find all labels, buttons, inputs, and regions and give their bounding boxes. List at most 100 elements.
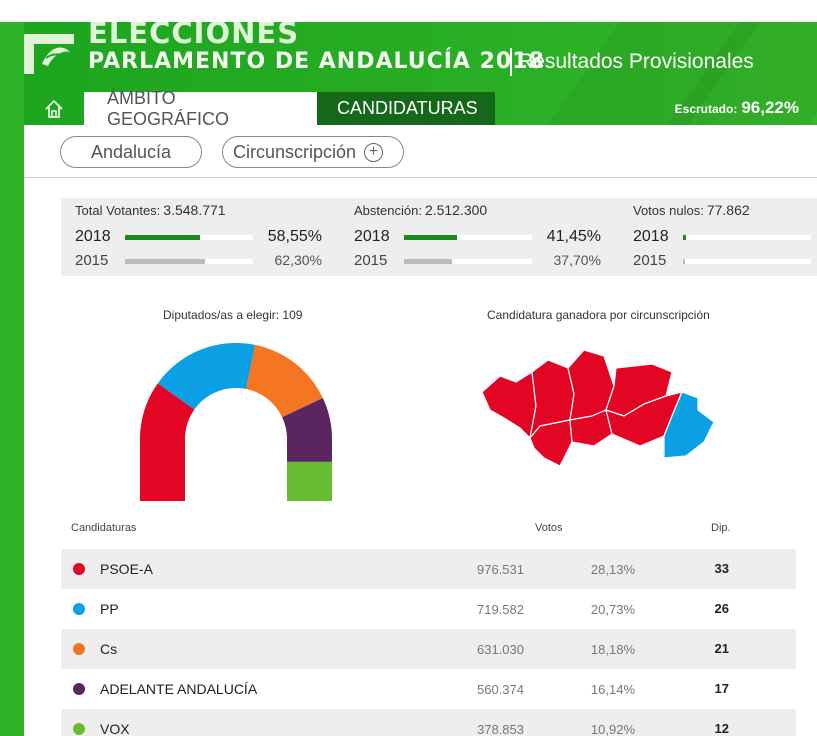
header-title-line2: PARLAMENTO DE ANDALUCÍA 2018	[88, 49, 545, 74]
table-row[interactable]: PSOE-A 976.531 28,13% 33	[61, 549, 796, 589]
map-title: Candidatura ganadora por circunscripción	[487, 308, 710, 322]
party-votes: 560.374	[477, 682, 524, 697]
stat-abstencion: Abstención: 2.512.300 2018 41,45% 2015 37…	[340, 198, 619, 276]
hemicycle-segment-cs[interactable]	[246, 344, 323, 418]
party-votes: 378.853	[477, 722, 524, 736]
stat-pct: 41,45%	[546, 228, 601, 245]
progress-fill	[404, 235, 458, 240]
hemicycle-segment-psoe-a[interactable]	[140, 383, 195, 501]
escrutado: Escrutado: 96,22%	[675, 98, 799, 118]
stat-row-2015: 2015	[633, 252, 817, 272]
escrutado-label: Escrutado:	[674, 102, 738, 116]
header-separator	[510, 48, 512, 76]
stat-row-2018: 2018	[633, 228, 817, 248]
party-seats: 33	[714, 561, 729, 576]
table-row[interactable]: PP 719.582 20,73% 26	[61, 589, 796, 629]
party-seats: 17	[714, 681, 729, 696]
tab-candidaturas[interactable]: CANDIDATURAS	[317, 92, 495, 125]
stat-pct: 37,70%	[553, 252, 601, 268]
stat-value: 2.512.300	[424, 202, 488, 218]
hemicycle-title: Diputados/as a elegir: 109	[163, 308, 303, 322]
stat-row-2015: 2015 37,70%	[354, 252, 601, 272]
stat-year: 2015	[354, 252, 388, 269]
stat-year: 2018	[633, 228, 669, 245]
party-votes: 631.030	[477, 642, 524, 657]
stat-year: 2018	[75, 228, 111, 245]
col-header-votos: Votos	[535, 522, 563, 534]
progress-fill	[125, 259, 205, 264]
progress-fill	[125, 235, 200, 240]
party-color-dot	[73, 683, 85, 695]
party-seats: 21	[714, 641, 729, 656]
party-color-dot	[73, 643, 85, 655]
party-pct: 28,13%	[590, 562, 635, 577]
filter-andalucia[interactable]: Andalucía	[60, 136, 202, 168]
party-name: PP	[100, 601, 119, 617]
progress-fill	[683, 235, 686, 240]
header: ELECCIONES PARLAMENTO DE ANDALUCÍA 2018 …	[24, 22, 817, 125]
progress-track	[683, 259, 811, 264]
hemicycle-segment-pp[interactable]	[157, 343, 256, 410]
main-nav: ÁMBITO GEOGRÁFICO CANDIDATURAS	[24, 88, 495, 125]
andalucia-map	[481, 349, 715, 466]
party-color-dot	[73, 603, 85, 615]
progress-track	[683, 235, 811, 240]
stat-pct: 62,30%	[274, 252, 322, 268]
stat-label: Votos nulos: 77.862	[633, 202, 750, 218]
left-green-bar	[0, 22, 24, 736]
stat-value: 3.548.771	[163, 202, 226, 218]
results-table: PSOE-A 976.531 28,13% 33 PP 719.582 20,7…	[61, 549, 796, 736]
escrutado-value: 96,22%	[741, 98, 799, 117]
tab-ambito-geografico[interactable]: ÁMBITO GEOGRÁFICO	[84, 88, 317, 125]
progress-fill	[404, 259, 453, 264]
stat-pct: 58,55%	[267, 228, 322, 245]
stat-label: Abstención: 2.512.300	[354, 202, 488, 218]
party-votes: 719.582	[477, 602, 524, 617]
home-button[interactable]	[24, 92, 84, 125]
table-row[interactable]: Cs 631.030 18,18% 21	[61, 629, 796, 669]
col-header-dip: Dip.	[711, 522, 731, 534]
progress-track	[125, 259, 253, 264]
stat-votos-nulos: Votos nulos: 77.862 2018 2015	[619, 198, 817, 276]
table-row[interactable]: VOX 378.853 10,92% 12	[61, 709, 796, 736]
stat-row-2018: 2018 41,45%	[354, 228, 601, 248]
party-color-dot	[73, 563, 85, 575]
stat-year: 2015	[633, 252, 667, 269]
home-icon	[45, 99, 63, 118]
map-province-huelva[interactable]	[481, 371, 537, 439]
parliament-logo-icon	[24, 34, 74, 74]
progress-track	[404, 259, 532, 264]
stat-year: 2018	[354, 228, 390, 245]
party-pct: 16,14%	[590, 682, 635, 697]
stat-total-votantes: Total Votantes: 3.548.771 2018 58,55% 201…	[61, 198, 340, 276]
party-votes: 976.531	[477, 562, 524, 577]
filter-bar: Andalucía Circunscripción +	[24, 125, 817, 178]
header-subtitle: Resultados Provisionales	[518, 50, 754, 73]
header-title-line1: ELECCIONES	[88, 22, 300, 50]
stat-label: Total Votantes: 3.548.771	[75, 202, 226, 218]
party-seats: 12	[714, 721, 729, 736]
top-strip	[0, 0, 817, 22]
map-province-cadiz[interactable]	[529, 419, 573, 466]
progress-fill	[683, 259, 685, 264]
table-row[interactable]: ADELANTE ANDALUCÍA 560.374 16,14% 17	[61, 669, 796, 709]
party-pct: 20,73%	[590, 602, 635, 617]
filter-circunscripcion-label: Circunscripción	[233, 141, 357, 162]
party-pct: 10,92%	[590, 722, 635, 736]
party-name: PSOE-A	[100, 561, 153, 577]
stat-row-2015: 2015 62,30%	[75, 252, 322, 272]
party-name: ADELANTE ANDALUCÍA	[100, 681, 258, 697]
stat-row-2018: 2018 58,55%	[75, 228, 322, 248]
stat-year: 2015	[75, 252, 109, 269]
plus-circle-icon: +	[364, 142, 384, 162]
party-pct: 18,18%	[590, 642, 635, 657]
map-province-almeria[interactable]	[663, 391, 715, 459]
hemicycle-segment-adelante-andaluc-a[interactable]	[282, 398, 332, 462]
stat-value: 77.862	[706, 202, 750, 218]
hemicycle-segment-vox[interactable]	[287, 461, 332, 501]
col-header-candidaturas: Candidaturas	[71, 522, 137, 534]
party-seats: 26	[714, 601, 729, 616]
party-name: VOX	[100, 721, 130, 736]
filter-circunscripcion[interactable]: Circunscripción +	[222, 136, 404, 168]
progress-track	[404, 235, 532, 240]
